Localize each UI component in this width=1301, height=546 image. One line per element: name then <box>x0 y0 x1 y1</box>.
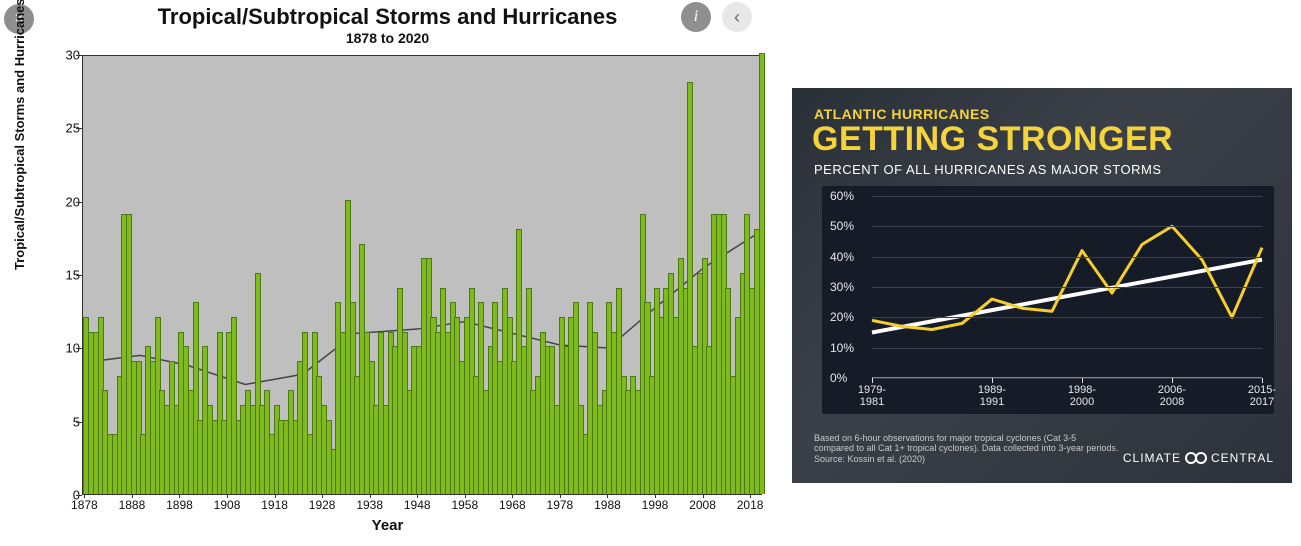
right-footnote-l3: Source: Kossin et al. (2020) <box>814 454 925 464</box>
r-gridline <box>872 378 1262 379</box>
y-tick-mark <box>76 275 82 276</box>
r-y-tick-label: 50% <box>830 219 854 233</box>
left-chart-ylabel: Tropical/Subtropical Storms and Hurrican… <box>12 0 27 270</box>
x-tick-mark <box>560 494 561 498</box>
x-tick-label: 1878 <box>71 498 98 512</box>
r-x-tick-label: 1989-1991 <box>978 384 1006 408</box>
r-y-tick-label: 10% <box>830 341 854 355</box>
y-tick-mark <box>76 348 82 349</box>
r-y-tick-label: 0% <box>830 371 847 385</box>
y-tick-mark <box>76 422 82 423</box>
r-gridline <box>872 196 1262 197</box>
y-tick-mark <box>76 55 82 56</box>
x-tick-label: 1958 <box>451 498 478 512</box>
r-x-tick-mark <box>1172 378 1173 383</box>
right-line-svg <box>822 186 1274 414</box>
r-gridline <box>872 226 1262 227</box>
right-footnote-l1: Based on 6-hour observations for major t… <box>814 433 1076 443</box>
left-chart: Tropical/Subtropical Storms and Hurrican… <box>0 0 775 546</box>
r-x-tick-mark <box>1262 378 1263 383</box>
r-x-tick-mark <box>1082 378 1083 383</box>
r-x-tick-label: 1979-1981 <box>858 384 886 408</box>
x-tick-label: 2018 <box>737 498 764 512</box>
x-tick-mark <box>750 494 751 498</box>
r-x-tick-mark <box>992 378 993 383</box>
r-gridline <box>872 257 1262 258</box>
x-tick-label: 1898 <box>166 498 193 512</box>
x-tick-mark <box>417 494 418 498</box>
x-tick-mark <box>512 494 513 498</box>
page-root: × i ‹ Tropical/Subtropical Storms and Hu… <box>0 0 1301 546</box>
brand-left: CLIMATE <box>1123 451 1181 465</box>
x-tick-mark <box>607 494 608 498</box>
right-title: GETTING STRONGER <box>812 120 1173 159</box>
x-tick-label: 1938 <box>356 498 383 512</box>
y-tick-mark <box>76 202 82 203</box>
x-tick-label: 1968 <box>499 498 526 512</box>
right-brand: CLIMATE CENTRAL <box>1123 451 1274 465</box>
r-gridline <box>872 287 1262 288</box>
r-x-tick-label: 2015-2017 <box>1248 384 1276 408</box>
right-footnote: Based on 6-hour observations for major t… <box>814 433 1118 465</box>
r-x-tick-mark <box>872 378 873 383</box>
r-y-tick-label: 60% <box>830 189 854 203</box>
left-chart-subtitle: 1878 to 2020 <box>0 30 775 46</box>
r-gridline <box>872 317 1262 318</box>
x-tick-label: 1978 <box>547 498 574 512</box>
x-tick-label: 1988 <box>594 498 621 512</box>
r-y-tick-label: 30% <box>830 280 854 294</box>
brand-right: CENTRAL <box>1211 451 1274 465</box>
x-tick-mark <box>655 494 656 498</box>
x-tick-mark <box>84 494 85 498</box>
x-tick-mark <box>370 494 371 498</box>
x-tick-label: 1888 <box>119 498 146 512</box>
x-tick-mark <box>465 494 466 498</box>
bar <box>759 53 765 494</box>
left-plot-area <box>82 55 762 495</box>
r-gridline <box>872 348 1262 349</box>
x-tick-mark <box>322 494 323 498</box>
x-tick-label: 1918 <box>261 498 288 512</box>
brand-logo-icon <box>1185 452 1207 464</box>
right-footnote-l2: compared to all Cat 1+ tropical cyclones… <box>814 443 1118 453</box>
y-tick-mark <box>76 128 82 129</box>
right-card: ATLANTIC HURRICANES GETTING STRONGER PER… <box>792 88 1292 483</box>
x-tick-mark <box>132 494 133 498</box>
r-x-tick-label: 2006-2008 <box>1158 384 1186 408</box>
x-tick-label: 1908 <box>214 498 241 512</box>
left-chart-title: Tropical/Subtropical Storms and Hurrican… <box>0 4 775 30</box>
r-y-tick-label: 40% <box>830 250 854 264</box>
r-x-tick-label: 1998-2000 <box>1068 384 1096 408</box>
x-tick-mark <box>703 494 704 498</box>
x-tick-mark <box>275 494 276 498</box>
y-tick-mark <box>76 495 82 496</box>
r-y-tick-label: 20% <box>830 310 854 324</box>
x-tick-label: 1948 <box>404 498 431 512</box>
right-subtitle: PERCENT OF ALL HURRICANES AS MAJOR STORM… <box>814 162 1162 177</box>
x-tick-label: 1998 <box>642 498 669 512</box>
left-chart-xlabel: Year <box>0 517 775 534</box>
x-tick-label: 2008 <box>689 498 716 512</box>
right-plot-area: 0% 10% 20% 30% 40% 50% 60% 1979-1981 1989-1991 19… <box>822 186 1274 414</box>
x-tick-mark <box>179 494 180 498</box>
x-tick-mark <box>227 494 228 498</box>
x-tick-label: 1928 <box>309 498 336 512</box>
